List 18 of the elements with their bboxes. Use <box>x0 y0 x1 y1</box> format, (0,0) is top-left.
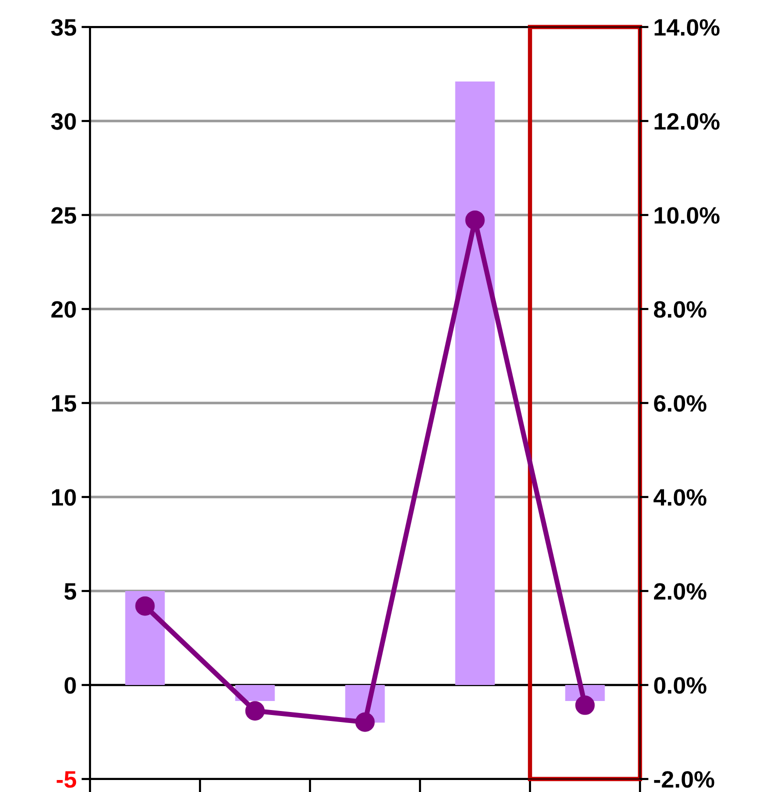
y2-tick-label: 4.0% <box>654 489 706 506</box>
y-tick-label: 0 <box>64 677 76 694</box>
y-tick-label: -5 <box>56 771 76 788</box>
y-tick-label: 25 <box>51 207 76 224</box>
y2-tick-label: 14.0% <box>654 19 720 36</box>
y2-tick-label: 0.0% <box>654 677 706 694</box>
y2-tick-label: 8.0% <box>654 301 706 318</box>
y-tick-label: 10 <box>52 489 76 506</box>
y-tick-label: 5 <box>64 583 76 600</box>
y2-tick-label: 2.0% <box>654 583 706 600</box>
y-tick-label: 20 <box>51 301 76 318</box>
y2-tick-label: 6.0% <box>654 395 706 412</box>
y-tick-label: 15 <box>52 395 76 412</box>
y2-tick-label: 10.0% <box>654 207 720 224</box>
y-tick-label: 30 <box>51 113 76 130</box>
y-tick-label: 35 <box>51 19 76 36</box>
y2-tick-label: -2.0% <box>654 771 714 788</box>
y2-tick-label: 12.0% <box>654 113 720 130</box>
